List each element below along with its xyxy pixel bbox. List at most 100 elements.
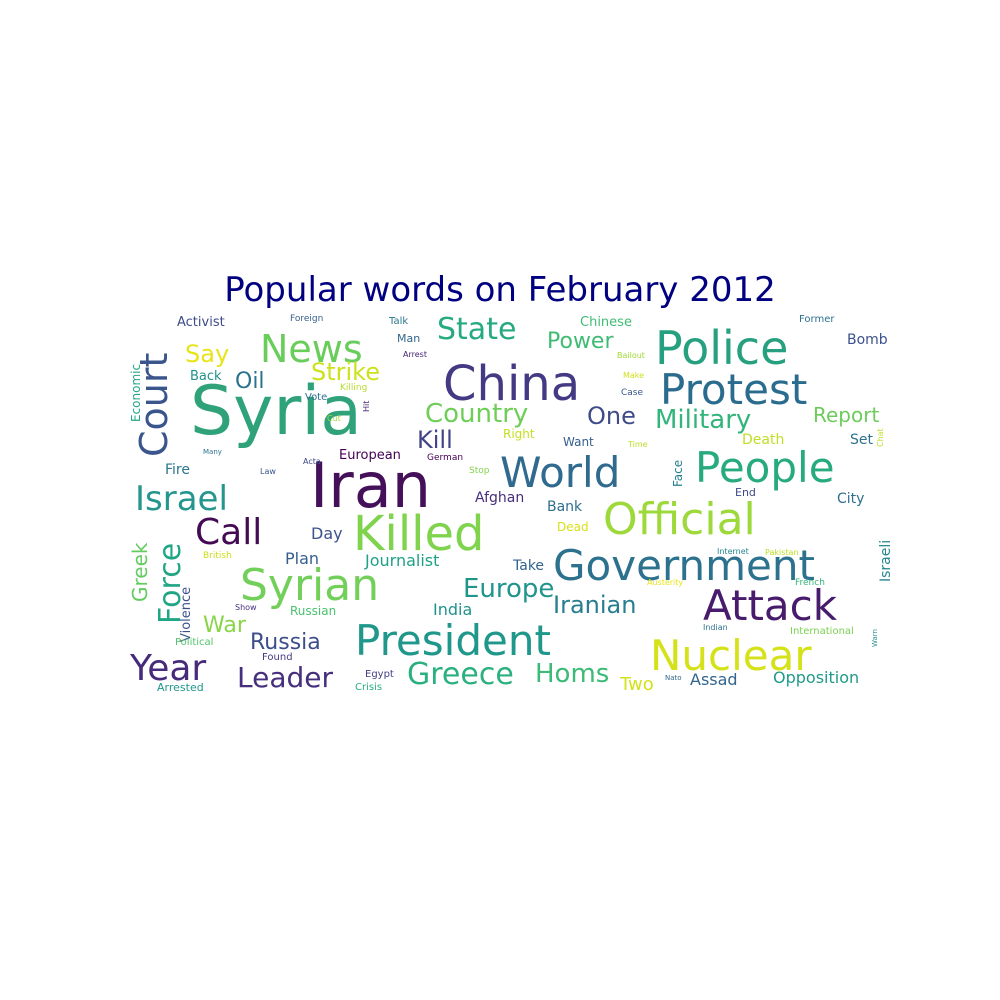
word-syrian: Syrian	[240, 560, 379, 611]
word-killing: Killing	[340, 383, 367, 393]
word-british: British	[203, 551, 232, 561]
word-kill: Kill	[417, 426, 453, 454]
word-greece: Greece	[407, 657, 514, 692]
word-state: State	[437, 312, 516, 347]
word-say: Say	[185, 340, 229, 368]
word-journalist: Journalist	[364, 551, 439, 570]
word-power: Power	[547, 329, 614, 354]
word-back: Back	[190, 369, 222, 384]
word-military: Military	[655, 405, 751, 435]
word-international: International	[790, 626, 854, 637]
word-foreign: Foreign	[290, 314, 323, 324]
word-israel: Israel	[135, 479, 228, 519]
word-death: Death	[742, 432, 784, 448]
word-chat: Chat	[876, 428, 885, 447]
word-bailout: Bailout	[617, 351, 645, 360]
word-year: Year	[129, 648, 206, 689]
word-syria: Syria	[190, 372, 362, 451]
word-end: End	[735, 486, 756, 499]
word-call: Call	[195, 512, 262, 553]
word-internet: Internet	[717, 547, 749, 556]
word-nato: Nato	[665, 674, 682, 682]
word-one: One	[587, 402, 636, 430]
word-egypt: Egypt	[365, 669, 394, 680]
word-face: Face	[671, 460, 685, 487]
chart-title: Popular words on February 2012	[224, 270, 776, 310]
word-government: Government	[553, 541, 815, 590]
word-iran: Iran	[310, 449, 431, 522]
word-oil: Oil	[235, 369, 265, 394]
word-cloud: Syria Iran China Police Protest Killed World Pe…	[125, 312, 895, 698]
word-show: Show	[235, 603, 257, 612]
word-make: Make	[623, 371, 644, 380]
word-hit: Hit	[362, 401, 371, 412]
word-people: People	[695, 443, 835, 492]
word-president: President	[355, 616, 551, 665]
word-afghan: Afghan	[475, 490, 524, 506]
word-attack: Attack	[703, 581, 838, 630]
word-israeli: Israeli	[878, 540, 894, 582]
word-talk: Talk	[388, 316, 408, 327]
word-french: French	[795, 578, 825, 588]
word-plan: Plan	[285, 549, 319, 568]
word-iranian: Iranian	[553, 591, 636, 619]
word-assad: Assad	[690, 670, 738, 689]
word-report: Report	[813, 403, 879, 427]
word-greek: Greek	[128, 542, 152, 602]
word-two: Two	[619, 674, 654, 695]
word-pakistan: Pakistan	[765, 548, 799, 557]
word-war: War	[203, 613, 247, 638]
word-political: Political	[175, 637, 213, 648]
word-world: World	[500, 448, 620, 497]
word-law: Law	[260, 467, 276, 476]
word-arrest: Arrest	[403, 350, 427, 359]
word-take: Take	[512, 558, 544, 574]
word-day: Day	[311, 524, 343, 543]
word-indian: Indian	[703, 623, 728, 632]
word-china: China	[443, 356, 580, 412]
word-russian: Russian	[290, 604, 336, 618]
word-set: Set	[850, 432, 874, 448]
word-russia: Russia	[250, 630, 321, 655]
word-violence: Violence	[179, 587, 194, 642]
word-leader: Leader	[237, 661, 333, 694]
word-bank: Bank	[547, 499, 583, 515]
word-dead: Dead	[557, 520, 589, 534]
word-city: City	[837, 491, 864, 507]
word-official: Official	[603, 494, 756, 545]
word-country: Country	[425, 399, 528, 429]
word-right: Right	[503, 427, 535, 441]
word-austerity: Austerity	[647, 578, 683, 587]
word-force: Force	[153, 543, 188, 624]
word-strike: Strike	[311, 358, 380, 386]
word-time: Time	[627, 440, 648, 449]
word-activist: Activist	[177, 315, 225, 330]
word-bomb: Bomb	[847, 332, 888, 348]
word-european: European	[339, 448, 401, 463]
word-many: Many	[203, 448, 222, 456]
word-cut: Cut	[327, 414, 341, 423]
word-homs: Homs	[535, 659, 609, 689]
word-man: Man	[397, 332, 420, 345]
word-case: Case	[621, 388, 643, 398]
word-police: Police	[655, 321, 788, 375]
word-nuclear: Nuclear	[650, 631, 812, 680]
word-former: Former	[799, 314, 835, 325]
word-opposition: Opposition	[773, 668, 859, 687]
word-europe: Europe	[463, 574, 554, 604]
word-killed: Killed	[353, 506, 484, 562]
word-crisis: Crisis	[355, 682, 382, 693]
word-news: News	[260, 327, 363, 371]
word-warn: Warn	[871, 629, 879, 647]
word-acta: Acta	[303, 457, 321, 466]
word-vote: Vote	[305, 392, 327, 403]
word-chinese: Chinese	[580, 315, 632, 330]
word-arrested: Arrested	[157, 681, 204, 694]
word-want: Want	[563, 435, 594, 449]
word-stop: Stop	[469, 466, 490, 476]
word-court: Court	[132, 353, 176, 457]
word-economic: Economic	[129, 364, 143, 422]
word-india: India	[433, 600, 472, 619]
